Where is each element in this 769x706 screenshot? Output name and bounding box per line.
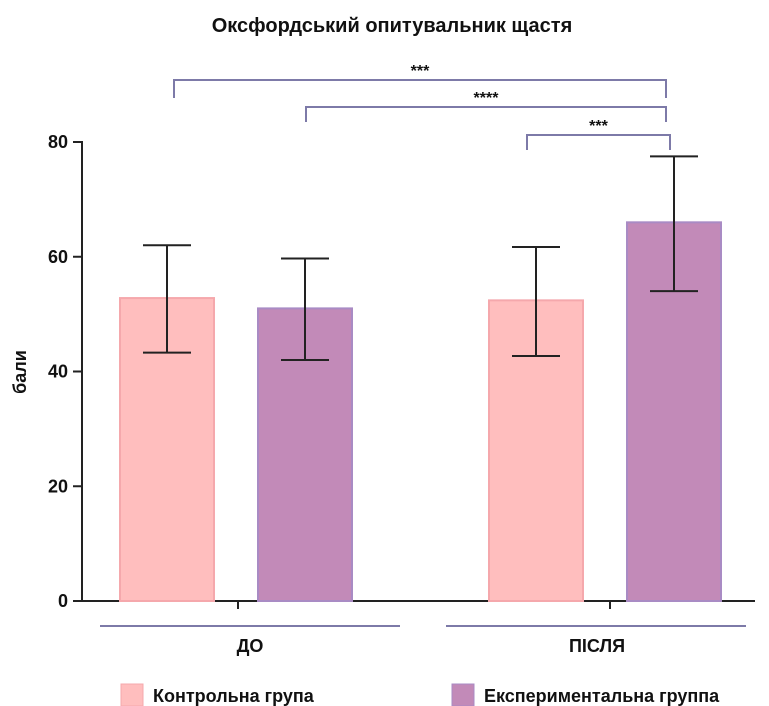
- significance-bracket: [305, 106, 667, 122]
- y-tick-label: 0: [58, 591, 68, 611]
- legend-swatch: [451, 683, 475, 706]
- x-group-label: ПІСЛЯ: [569, 636, 625, 656]
- legend-label: Контрольна група: [153, 686, 315, 706]
- significance-label: ***: [411, 63, 430, 80]
- significance-label: ****: [474, 90, 500, 107]
- y-tick-label: 20: [48, 476, 68, 496]
- y-axis-label: бали: [10, 350, 30, 394]
- y-tick-label: 40: [48, 362, 68, 382]
- bar: [626, 221, 722, 602]
- chart-title: Оксфордський опитувальник щастя: [212, 15, 573, 37]
- legend-swatch: [120, 683, 144, 706]
- y-tick-label: 60: [48, 247, 68, 267]
- significance-label: ***: [589, 118, 608, 135]
- significance-bracket: [526, 134, 671, 150]
- significance-bracket: [173, 79, 667, 98]
- y-tick-label: 80: [48, 132, 68, 152]
- x-group-label: ДО: [237, 636, 264, 656]
- legend-label: Експериментальна группа: [484, 686, 720, 706]
